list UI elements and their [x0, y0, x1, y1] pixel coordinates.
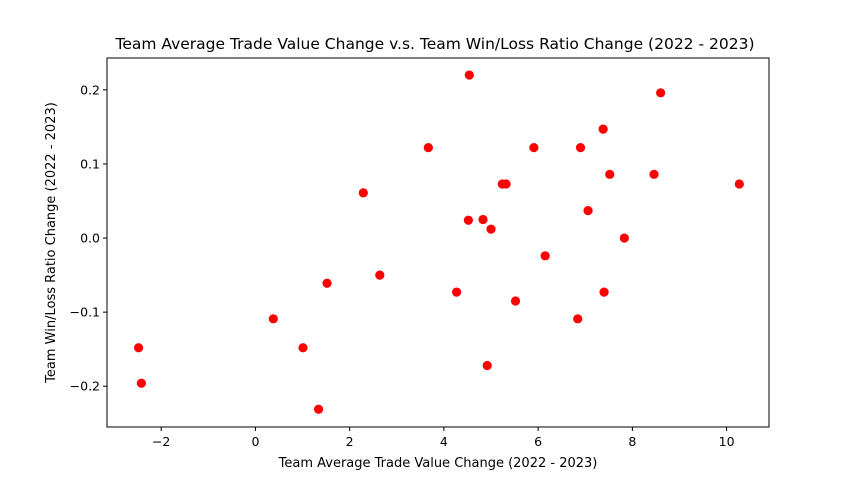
x-tick-label: 10	[719, 434, 735, 449]
x-axis-label: Team Average Trade Value Change (2022 - …	[278, 456, 598, 471]
data-point	[619, 233, 629, 243]
y-tick-label: 0.1	[80, 156, 100, 171]
data-point	[529, 143, 539, 153]
data-point	[313, 404, 324, 414]
y-axis-label: Team Win/Loss Ratio Change (2022 - 2023)	[44, 102, 59, 384]
axis-ticks: −2 0 2 4 6 8 10 −0.2 −0.1 0.0 0.1 0.2	[70, 82, 735, 449]
data-points	[133, 70, 744, 414]
x-tick-label: 0	[251, 434, 259, 449]
data-point	[358, 188, 368, 198]
y-tick-label: −0.2	[70, 379, 100, 394]
data-point	[599, 287, 609, 297]
data-point	[478, 214, 488, 225]
plot-frame	[106, 57, 770, 428]
data-point	[656, 88, 666, 98]
data-point	[510, 296, 521, 306]
x-tick-label: 4	[440, 434, 448, 449]
data-point	[322, 278, 332, 288]
x-tick-label: −2	[152, 434, 170, 449]
data-point	[452, 287, 462, 297]
data-point	[575, 143, 586, 153]
data-point	[136, 378, 146, 388]
data-point	[486, 224, 496, 234]
x-tick-label: 6	[534, 434, 542, 449]
data-point	[298, 343, 308, 353]
y-tick-label: 0.2	[80, 82, 100, 97]
data-point	[649, 169, 659, 179]
data-point	[598, 124, 608, 134]
x-tick-label: 2	[346, 434, 354, 449]
data-point	[423, 143, 433, 153]
y-tick-label: −0.1	[70, 305, 100, 320]
data-point	[583, 206, 593, 216]
data-point	[501, 179, 511, 189]
data-point	[464, 70, 474, 80]
data-point	[463, 215, 473, 225]
x-tick-label: 8	[628, 434, 636, 449]
data-point	[605, 169, 615, 179]
data-point	[133, 343, 144, 353]
data-point	[540, 251, 550, 261]
y-tick-label: 0.0	[80, 231, 100, 246]
data-point	[573, 314, 583, 324]
data-point	[375, 270, 385, 280]
chart-title: Team Average Trade Value Change v.s. Tea…	[114, 35, 754, 53]
data-point	[482, 360, 492, 371]
data-point	[268, 314, 278, 324]
data-point	[734, 179, 744, 189]
